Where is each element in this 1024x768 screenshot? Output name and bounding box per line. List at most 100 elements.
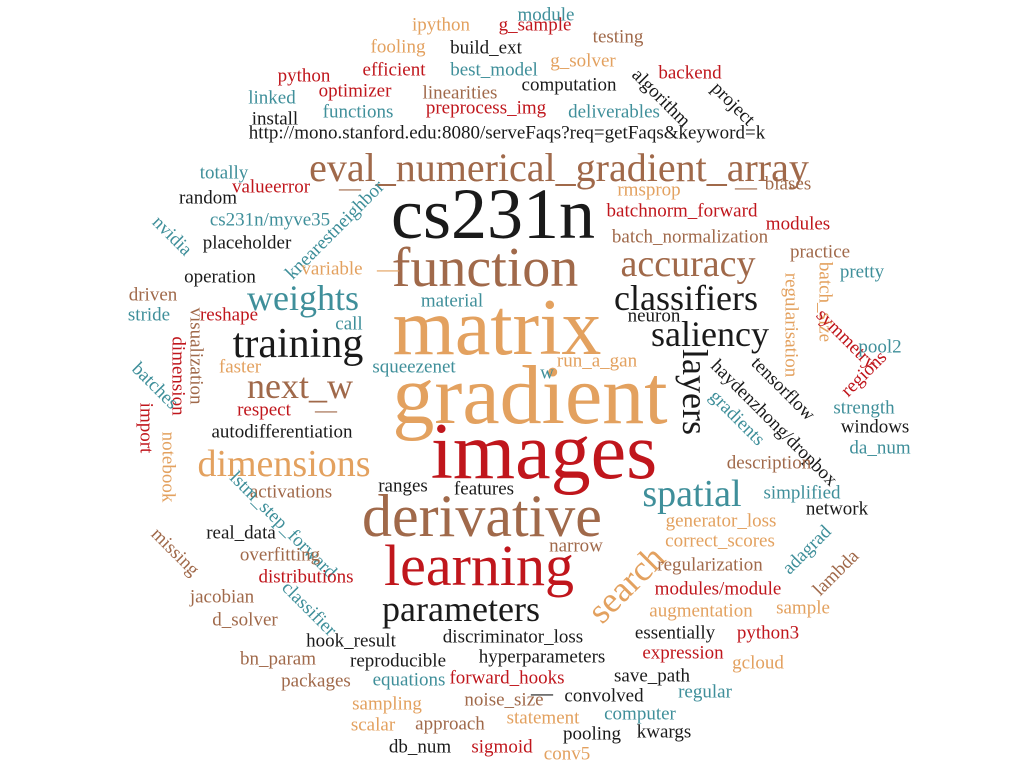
word-reproducible: reproducible — [349, 650, 447, 672]
word-pool2: pool2 — [858, 336, 902, 358]
word-modules-module: modules/module — [654, 578, 782, 600]
word-discriminator-loss: discriminator_loss — [442, 626, 584, 648]
word-backend: backend — [658, 62, 722, 84]
word-best-model: best_model — [450, 59, 538, 81]
word-da-num: da_num — [849, 437, 911, 459]
word-derivative: derivative — [362, 483, 602, 549]
word-accuracy: accuracy — [620, 243, 756, 285]
word-kwargs: kwargs — [636, 721, 692, 743]
word-bn-param: bn_param — [240, 648, 316, 670]
word-noise-size: noise_size — [464, 689, 544, 711]
word-batchnorm-forward: batchnorm_forward — [606, 200, 758, 222]
word-missing: missing — [146, 523, 204, 581]
word-operation: operation — [184, 266, 256, 288]
word-totally: totally — [199, 162, 249, 184]
word-pooling: pooling — [562, 723, 622, 745]
word-nvidia: nvidia — [147, 211, 197, 261]
word-random: random — [178, 187, 238, 209]
word-d-solver: d_solver — [212, 609, 278, 631]
word-ipython: ipython — [411, 14, 471, 36]
word-expression: expression — [642, 642, 724, 664]
word-material: material — [420, 290, 484, 312]
word-respect: respect — [237, 399, 291, 421]
word-simplified: simplified — [763, 482, 841, 504]
word-computer: computer — [604, 703, 676, 725]
word-network: network — [805, 498, 869, 520]
word-regularization: regularization — [657, 554, 763, 576]
word-sigmoid: sigmoid — [471, 736, 533, 758]
word-cs231n: cs231n — [391, 174, 595, 254]
word-faster: faster — [218, 356, 262, 378]
word-placeholder: placeholder — [202, 232, 292, 254]
word-notebook: notebook — [157, 431, 179, 503]
word-hook-result: hook_result — [306, 630, 396, 652]
word-optimizer: optimizer — [318, 80, 392, 102]
word-g-sample: g_sample — [498, 14, 572, 36]
word-hyperparameters: hyperparameters — [478, 646, 606, 668]
word-driven: driven — [128, 284, 178, 306]
word-statement: statement — [506, 707, 580, 729]
word-call: call — [335, 313, 363, 335]
word-windows: windows — [840, 416, 910, 438]
word-build-ext: build_ext — [450, 37, 522, 59]
word-classifiers: classifiers — [614, 278, 758, 318]
word-layers: layers — [675, 349, 715, 435]
word-reshape: reshape — [199, 304, 259, 326]
word-conv5: conv5 — [543, 743, 591, 765]
word-stride: stride — [127, 304, 171, 326]
word-packages: packages — [281, 670, 351, 692]
word-description: description — [726, 452, 812, 474]
word-regularisation: regularisation — [780, 272, 802, 378]
word-functions: functions — [322, 101, 394, 123]
word-real-data: real_data — [206, 522, 276, 544]
word-variable: variable — [301, 258, 363, 280]
word-run-a-gan: run_a_gan — [556, 350, 638, 372]
word-function: function — [391, 237, 579, 299]
word-correct-scores: correct_scores — [665, 530, 775, 552]
word-forward-hooks: forward_hooks — [449, 667, 565, 689]
word-dash: — — [735, 174, 757, 199]
word-python3: python3 — [736, 622, 800, 644]
word-sample: sample — [776, 597, 830, 619]
word-valueerror: valueerror — [231, 176, 311, 198]
word-modules: modules — [765, 213, 831, 235]
word-testing: testing — [592, 26, 644, 48]
word-gcloud: gcloud — [732, 652, 784, 674]
word-visualization: visualization — [185, 307, 207, 405]
word-autodifferentiation: autodifferentiation — [211, 421, 353, 443]
word-eval-numerical-gradient-array: eval_numerical_gradient_array — [309, 145, 809, 190]
word-convolved: convolved — [564, 685, 644, 707]
word-essentially: essentially — [634, 622, 716, 644]
word-weights: weights — [247, 278, 359, 318]
word-features: features — [453, 478, 515, 500]
word-pretty: pretty — [839, 261, 885, 283]
word-parameters: parameters — [382, 589, 540, 629]
word-spatial: spatial — [642, 473, 742, 515]
word-python: python — [277, 65, 331, 87]
word-db-num: db_num — [388, 736, 452, 758]
word-install: install — [251, 108, 299, 130]
word-module: module — [517, 4, 575, 26]
word-neuron: neuron — [627, 305, 681, 327]
word-dash: — — [531, 680, 553, 705]
word-import: import — [135, 402, 157, 454]
word-dash: — — [377, 256, 399, 281]
word-equations: equations — [372, 669, 446, 691]
word-dash: — — [315, 397, 337, 422]
word-preprocess-img: preprocess_img — [425, 97, 547, 119]
word-deliverables: deliverables — [568, 101, 660, 123]
word-sampling: sampling — [352, 693, 422, 715]
word-dimensions: dimensions — [197, 443, 371, 485]
word-linked: linked — [248, 87, 296, 109]
word-activations: activations — [249, 481, 333, 503]
word-save-path: save_path — [614, 665, 690, 687]
word-scalar: scalar — [350, 714, 396, 736]
word-cs231n-myve35: cs231n/myve35 — [209, 209, 331, 231]
word-approach: approach — [415, 713, 485, 735]
word-linearities: linearities — [422, 82, 498, 104]
word-learning: learning — [383, 533, 575, 598]
word-images: images — [430, 408, 658, 496]
word-dash: — — [339, 175, 361, 200]
word-strength: strength — [833, 397, 895, 419]
word-augmentation: augmentation — [649, 600, 753, 622]
